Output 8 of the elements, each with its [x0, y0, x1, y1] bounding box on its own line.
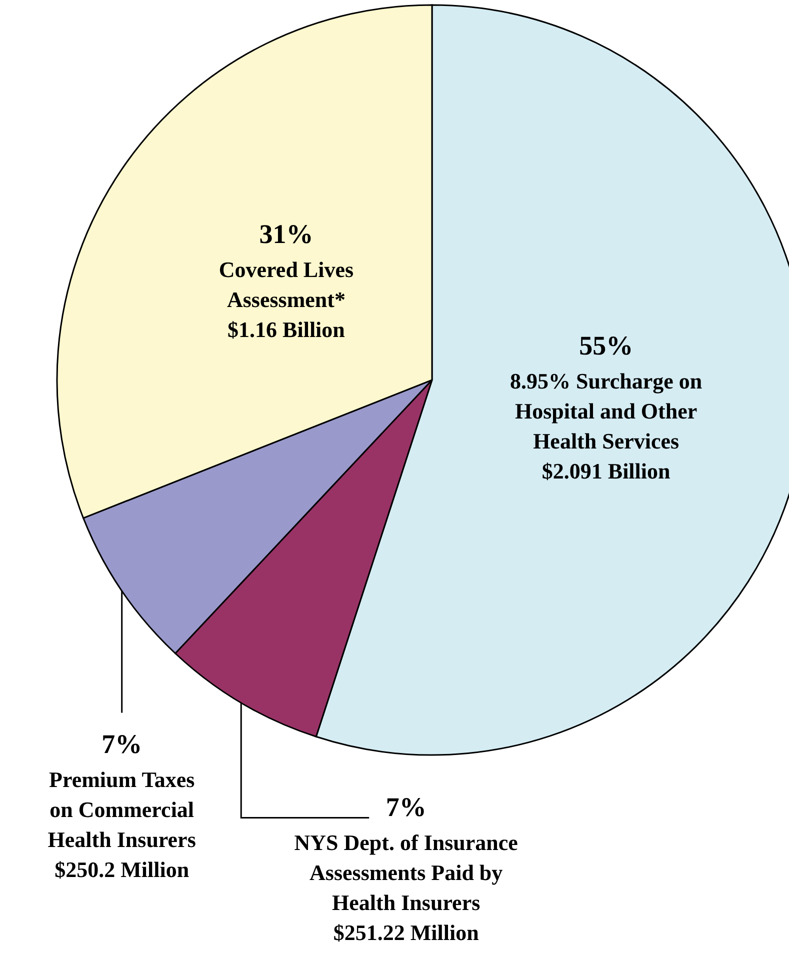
- data-label: 31%: [259, 218, 314, 249]
- slice-label: NYS Dept. of Insurance Assessments Paid by Health Insurers $251.22 Million: [294, 830, 518, 945]
- slice-label: Premium Taxes on Commercial Health Insurers $250.2 Million: [48, 766, 196, 882]
- data-label: 7%: [386, 792, 426, 822]
- slice-label: 8.95% Surcharge on Hospital and Other Health Services $2.091 Billion: [510, 368, 702, 484]
- data-label: 55%: [579, 330, 634, 361]
- data-label: 7%: [102, 728, 142, 759]
- slice-label: Covered Lives Assessment* $1.16 Billion: [218, 256, 354, 342]
